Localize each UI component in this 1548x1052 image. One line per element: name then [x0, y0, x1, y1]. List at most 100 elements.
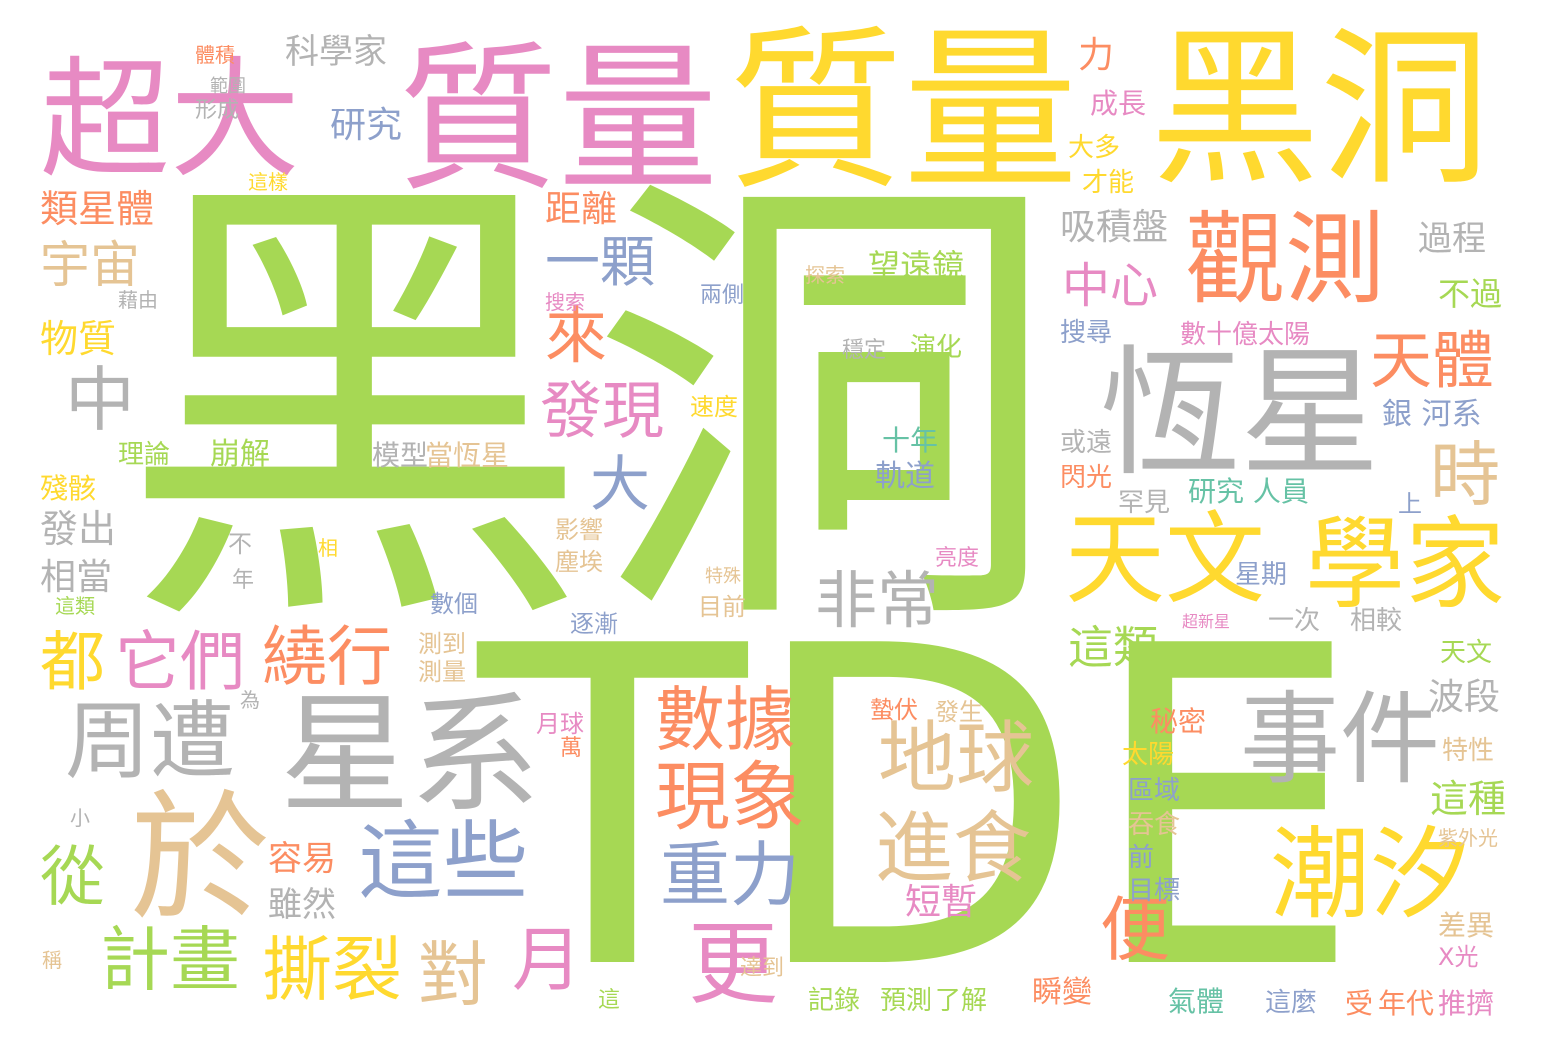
word-tansuo: 探索 [805, 263, 845, 287]
word-jiedu: 藉由 [118, 288, 158, 312]
word-zheilei: 這類 [1068, 621, 1159, 674]
word-shou: 受 [1345, 987, 1374, 1020]
word-yue: 月 [512, 919, 582, 1001]
word-yingxiang: 影響 [555, 516, 603, 544]
word-liangce: 兩側 [700, 283, 745, 308]
word-da: 大 [590, 450, 650, 520]
word-raoxing: 繞行 [262, 620, 393, 695]
word-cedao: 測到 [418, 630, 466, 658]
word-yanjiurenyuan: 研究 人員 [1188, 475, 1309, 508]
word-hengxing: 恆星 [1100, 333, 1381, 496]
word-lai: 來 [545, 299, 608, 372]
word-shushiyi: 數十億太陽 [1180, 320, 1311, 350]
word-jilu: 記錄 [808, 986, 861, 1016]
word-bian: 便 [1100, 889, 1170, 971]
word-cheng: 稱 [42, 948, 62, 972]
word-xingqi: 星期 [1235, 560, 1288, 590]
word-wuzhi: 物質 [40, 317, 117, 361]
word-heidong-top: 黑洞 [1150, 11, 1491, 209]
word-zheizhong: 這種 [1430, 777, 1507, 821]
word-fasheng: 發生 [935, 698, 983, 726]
word-yici: 一次 [1268, 606, 1321, 636]
word-huoyuan: 或遠 [1060, 428, 1113, 458]
word-xiang: 相 [318, 536, 338, 560]
word-mimi: 秘密 [1150, 705, 1207, 738]
word-guidao: 軌道 [875, 459, 935, 494]
word-zhiliang-pink: 質量 [398, 26, 719, 213]
word-chengzhang: 成長 [1090, 87, 1147, 120]
word-sousuo: 搜尋 [1060, 318, 1113, 348]
word-zhiliang-yellow: 質量 [728, 11, 1078, 214]
word-xiangdang: 相當 [40, 557, 113, 598]
word-li: 力 [1078, 35, 1115, 76]
word-yinhexi: 銀 河系 [1382, 397, 1482, 432]
word-teshu: 特殊 [705, 566, 741, 587]
word-chaoxinxing: 超新星 [1182, 612, 1231, 631]
word-shanguang: 閃光 [1060, 463, 1113, 493]
word-tianwen-small: 天文 [1440, 638, 1493, 668]
word-yu: 於 [130, 778, 271, 941]
word-tianwen: 天文 [1065, 501, 1265, 618]
word-nian: 年 [232, 568, 255, 593]
word-dang-hengxing: 當恆星 [425, 439, 510, 472]
word-sili: 撕裂 [262, 929, 402, 1011]
word-tde: TDE [478, 554, 1364, 1052]
word-kexuejia: 科學家 [285, 32, 387, 72]
word-wending: 穩定 [842, 338, 887, 363]
word-faxian: 發現 [540, 374, 665, 447]
word-dou: 都 [40, 625, 106, 700]
word-zheilei2: 這類 [55, 594, 95, 618]
word-zheixie: 這些 [358, 813, 529, 912]
word-lilun: 理論 [118, 440, 171, 470]
word-mudian: 目前 [698, 593, 746, 621]
word-diqiu: 地球 [878, 714, 1035, 804]
word-daduo: 大多 [1068, 133, 1121, 163]
word-yike: 一顆 [545, 230, 656, 294]
word-wangyuanjing: 望遠鏡 [868, 247, 965, 285]
word-guocheng: 過程 [1418, 219, 1486, 259]
word-niandai: 年代 [1378, 987, 1435, 1020]
word-xijipan: 吸積盤 [1060, 207, 1169, 248]
word-wei: 為 [240, 688, 260, 712]
word-chenai: 塵埃 [555, 548, 603, 576]
word-zhongxin: 中心 [1062, 258, 1159, 314]
word-zhefu: 蟄伏 [870, 696, 918, 724]
word-wan: 萬 [560, 736, 583, 761]
word-yuzhou: 宇宙 [40, 236, 140, 294]
word-buguo: 不過 [1438, 275, 1503, 313]
word-texing: 特性 [1442, 736, 1495, 766]
word-shuju: 數據 [655, 679, 795, 761]
word-qian: 前 [1128, 843, 1155, 873]
word-geng: 更 [688, 912, 778, 1017]
word-xuejia: 學家 [1305, 506, 1505, 623]
word-tunshi: 吞食 [1128, 810, 1181, 840]
word-xguang: X光 [1438, 943, 1479, 971]
word-canhai: 殘骸 [40, 472, 97, 505]
word-shi: 時 [1430, 434, 1500, 516]
word-suiran: 雖然 [268, 885, 336, 925]
word-mubiao: 目標 [1128, 876, 1181, 906]
word-ziwaiguang: 紫外光 [1438, 826, 1498, 850]
word-leixingti: 類星體 [40, 187, 155, 231]
word-dadao: 達到 [740, 956, 785, 981]
word-shinian: 十年 [882, 424, 939, 457]
word-caineng: 才能 [1082, 168, 1135, 198]
word-liaojie: 了解 [935, 986, 988, 1016]
word-xiao: 小 [70, 806, 90, 830]
word-liangdu: 亮度 [935, 546, 980, 571]
word-shijian: 事件 [1240, 681, 1440, 798]
word-quyu: 區域 [1128, 776, 1181, 806]
word-heidong-main: 黑洞 [120, 136, 1060, 683]
word-tuiji: 推擠 [1438, 987, 1495, 1020]
word-xingcheng: 形成 [195, 98, 240, 123]
word-duanzan: 短暫 [905, 882, 978, 923]
word-rongyi: 容易 [268, 839, 336, 879]
word-dui: 對 [418, 934, 488, 1016]
word-zhujian: 逐漸 [570, 610, 618, 638]
word-shuge: 數個 [430, 590, 478, 618]
word-bu: 不 [228, 530, 252, 558]
word-feichang: 非常 [815, 564, 940, 637]
word-shang: 上 [1398, 490, 1422, 518]
word-chayi: 差異 [1438, 909, 1495, 942]
